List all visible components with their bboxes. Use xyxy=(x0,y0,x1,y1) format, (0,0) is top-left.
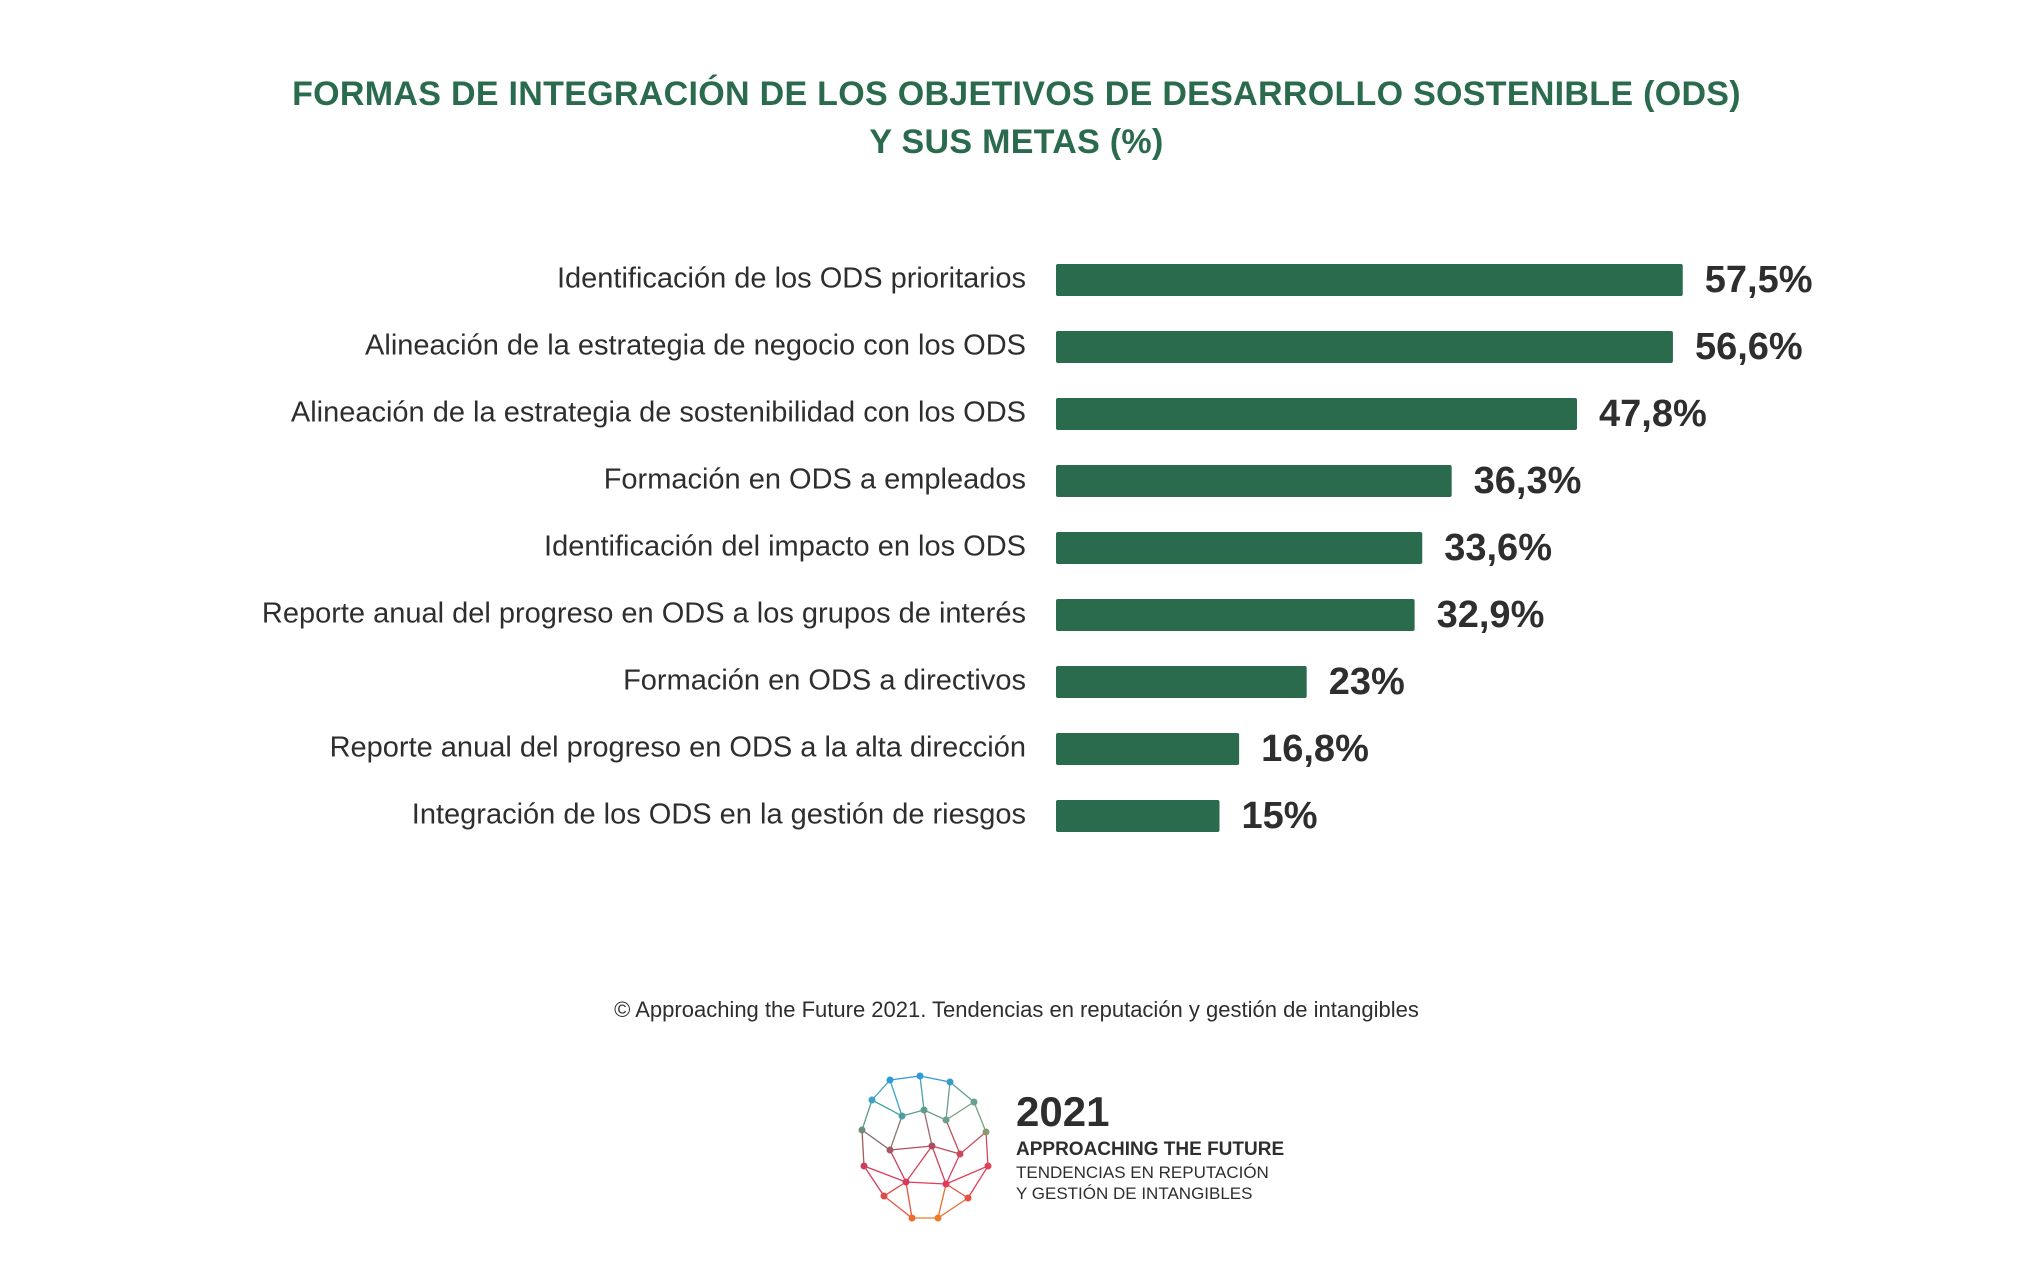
data-label: 16,8% xyxy=(1261,728,1369,770)
logo-text: 2021 APPROACHING THE FUTURE TENDENCIAS E… xyxy=(1016,1090,1336,1204)
logo-year: 2021 xyxy=(1016,1088,1110,1135)
bar xyxy=(1056,532,1423,564)
data-label: 23% xyxy=(1329,661,1405,703)
bar xyxy=(1056,331,1673,363)
bar-chart: Identificación de los ODS prioritarios 57… xyxy=(262,259,1813,837)
bar xyxy=(1056,733,1240,765)
source-note: © Approaching the Future 2021. Tendencia… xyxy=(614,997,1419,1022)
data-label: 57,5% xyxy=(1705,259,1813,301)
category-label: Identificación del impacto en los ODS xyxy=(544,531,1026,563)
chart-title: FORMAS DE INTEGRACIÓN DE LOS OBJETIVOS D… xyxy=(0,70,2033,166)
category-label: Reporte anual del progreso en ODS a los … xyxy=(262,598,1026,630)
chart-title-line-1: FORMAS DE INTEGRACIÓN DE LOS OBJETIVOS D… xyxy=(292,75,1741,113)
data-label: 33,6% xyxy=(1444,527,1552,569)
category-label: Integración de los ODS en la gestión de … xyxy=(412,799,1026,831)
category-label: Identificación de los ODS prioritarios xyxy=(557,263,1026,295)
chart-title-line-2: Y SUS METAS (%) xyxy=(869,123,1164,161)
data-label: 56,6% xyxy=(1695,326,1803,368)
bar xyxy=(1056,800,1220,832)
data-label: 15% xyxy=(1242,795,1318,837)
category-label: Formación en ODS a empleados xyxy=(604,464,1026,496)
logo-name: APPROACHING THE FUTURE xyxy=(1016,1139,1285,1160)
data-label: 47,8% xyxy=(1599,393,1707,435)
category-label: Alineación de la estrategia de sostenibi… xyxy=(291,397,1026,429)
category-label: Formación en ODS a directivos xyxy=(623,665,1026,697)
logo-subtitle-line-2: Y GESTIÓN DE INTANGIBLES xyxy=(1016,1184,1253,1203)
bar xyxy=(1056,264,1683,296)
logo: 2021 APPROACHING THE FUTURE TENDENCIAS E… xyxy=(850,1070,1330,1230)
bar xyxy=(1056,398,1578,430)
bar xyxy=(1056,465,1452,497)
globe-network-icon xyxy=(858,1072,992,1222)
category-label: Alineación de la estrategia de negocio c… xyxy=(365,330,1026,362)
logo-subtitle-line-1: TENDENCIAS EN REPUTACIÓN xyxy=(1016,1163,1269,1182)
bar xyxy=(1056,666,1307,698)
data-label: 36,3% xyxy=(1474,460,1582,502)
category-label: Reporte anual del progreso en ODS a la a… xyxy=(330,732,1026,764)
data-label: 32,9% xyxy=(1437,594,1545,636)
bar xyxy=(1056,599,1415,631)
